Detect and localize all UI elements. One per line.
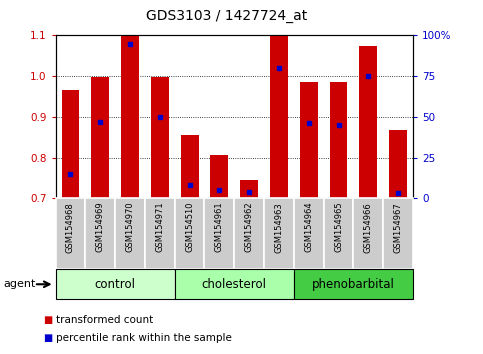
Text: GSM154967: GSM154967 [394,202,402,252]
Bar [115,198,145,269]
Bar [270,35,288,198]
Bar [264,198,294,269]
Bar [240,180,258,198]
Text: GSM154968: GSM154968 [66,202,75,252]
Bar [300,82,318,198]
Text: GSM154962: GSM154962 [245,202,254,252]
Bar [121,35,139,198]
Bar [383,198,413,269]
Bar [175,198,204,269]
Bar [234,198,264,269]
Bar [181,135,199,198]
Text: agent: agent [4,279,36,289]
Bar [85,198,115,269]
Text: GSM154966: GSM154966 [364,202,373,252]
Text: GSM154965: GSM154965 [334,202,343,252]
Bar [56,269,175,299]
Bar [211,155,228,198]
Text: GSM154964: GSM154964 [304,202,313,252]
Text: GSM154963: GSM154963 [274,202,284,252]
Bar [354,198,383,269]
Bar [324,198,354,269]
Bar [389,130,407,198]
Bar [56,198,85,269]
Text: cholesterol: cholesterol [202,278,267,291]
Bar [204,198,234,269]
Text: ■: ■ [43,333,53,343]
Bar [91,77,109,198]
Bar [151,77,169,198]
Bar [294,198,324,269]
Bar [329,82,347,198]
Text: ■: ■ [43,315,53,325]
Bar [145,198,175,269]
Text: transformed count: transformed count [56,315,153,325]
Text: phenobarbital: phenobarbital [312,278,395,291]
Text: GSM154971: GSM154971 [156,202,164,252]
Bar [359,46,377,198]
Bar [175,269,294,299]
Bar [61,90,79,198]
Text: control: control [95,278,136,291]
Bar [294,269,413,299]
Text: GSM154970: GSM154970 [126,202,134,252]
Text: GSM154969: GSM154969 [96,202,105,252]
Text: GSM154961: GSM154961 [215,202,224,252]
Text: GSM154510: GSM154510 [185,202,194,252]
Text: GDS3103 / 1427724_at: GDS3103 / 1427724_at [146,9,308,23]
Text: percentile rank within the sample: percentile rank within the sample [56,333,231,343]
